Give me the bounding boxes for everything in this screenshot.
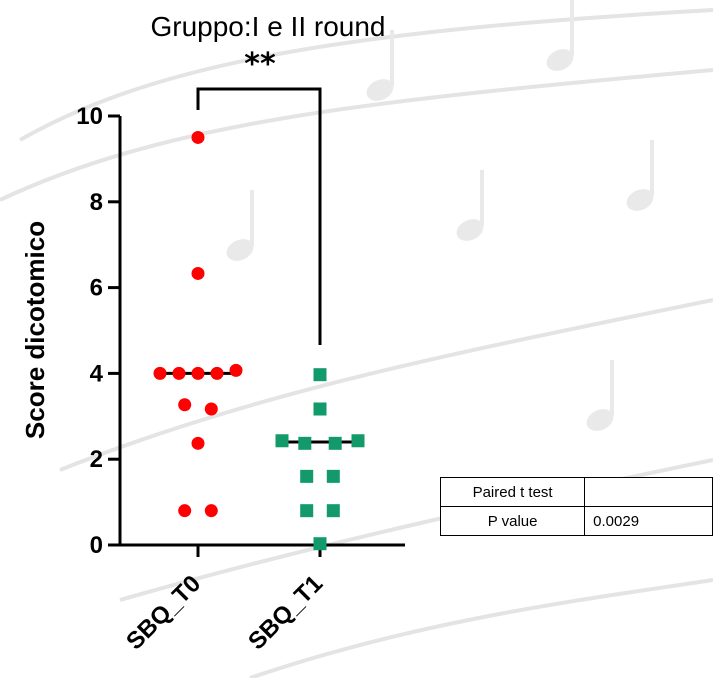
stats-table: Paired t test P value 0.0029 [439, 477, 713, 536]
significance-bracket-line [196, 87, 322, 345]
bg-music-note-icon [586, 409, 614, 431]
y-tick-label: 6 [90, 275, 103, 302]
stats-table-row-label: P value [439, 506, 586, 536]
chart-title: Gruppo:I e II round [150, 11, 385, 42]
bg-music-note-icon [626, 189, 654, 211]
y-tick-label: 2 [90, 446, 103, 473]
data-point [191, 436, 205, 450]
data-point [204, 504, 218, 518]
stats-table-row: P value 0.0029 [439, 506, 713, 536]
data-point [328, 436, 342, 450]
data-point [178, 504, 192, 518]
x-tick-label: SBQ_T0 [121, 570, 206, 655]
y-axis-label: Score dicotomico [20, 221, 50, 439]
data-point [178, 398, 192, 412]
y-tick-label: 8 [90, 189, 103, 216]
bg-staff-line [119, 458, 713, 602]
y-tick-label: 10 [76, 103, 103, 130]
stats-table-header: Paired t test [439, 477, 586, 507]
stats-table-header-value [584, 477, 713, 507]
stats-table-header-row: Paired t test [439, 477, 713, 507]
data-points [153, 130, 365, 551]
bg-staff-line [0, 68, 713, 202]
data-point [153, 366, 167, 380]
bg-music-note-icon [456, 219, 484, 241]
y-tick-label: 0 [90, 532, 103, 559]
data-point [191, 266, 205, 280]
data-point [204, 402, 218, 416]
data-point [172, 366, 186, 380]
bg-staff-line [59, 298, 713, 472]
data-point [229, 363, 243, 377]
bg-music-note-icon [366, 79, 394, 101]
data-point [275, 434, 289, 448]
bg-music-note-icon [546, 49, 574, 71]
data-point [313, 537, 327, 551]
data-point [300, 504, 314, 518]
bg-music-note-icon [226, 239, 254, 261]
y-tick-label: 4 [90, 360, 104, 387]
data-point [326, 504, 340, 518]
data-point [313, 368, 327, 382]
data-point [191, 366, 205, 380]
data-point [351, 434, 365, 448]
data-point [313, 402, 327, 416]
data-point [191, 130, 205, 144]
stats-table-row-value: 0.0029 [584, 506, 713, 536]
data-point [326, 469, 340, 483]
data-point [210, 366, 224, 380]
data-point [300, 469, 314, 483]
significance-bracket [196, 87, 322, 345]
significance-stars: ** [244, 47, 276, 82]
x-tick-label: SBQ_T1 [243, 570, 328, 655]
data-point [298, 436, 312, 450]
bg-staff-line [249, 578, 713, 678]
